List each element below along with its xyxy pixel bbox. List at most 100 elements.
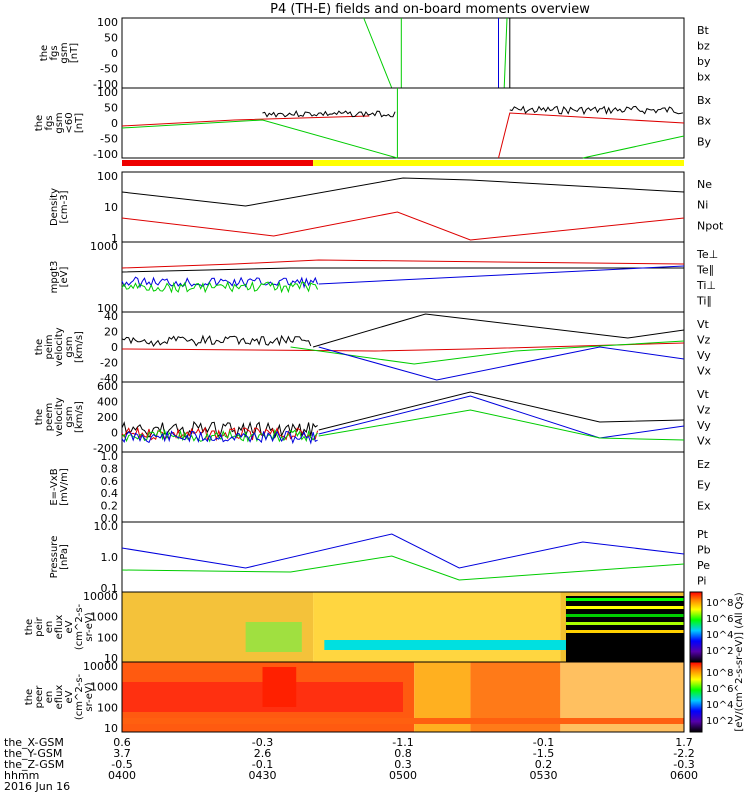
- y-tick-label: 100: [97, 16, 118, 29]
- legend-Pb: Pb: [697, 544, 711, 557]
- y-tick-label: -200: [93, 442, 118, 455]
- y-tick-label: 10: [104, 722, 118, 735]
- y-tick-label: 0.2: [101, 500, 119, 513]
- trace-vt: [318, 391, 685, 431]
- panel-pressure: Pressure[nPa] 10.0 1.0 0.1 Pt Pb Pe Pi: [49, 520, 711, 595]
- trace-bt: [509, 105, 684, 116]
- y-tick-label: 10: [104, 652, 118, 665]
- y-tick-label: 20: [104, 326, 118, 339]
- ylabel-line: the: [34, 409, 45, 425]
- legend-Ni: Ni: [697, 199, 708, 212]
- colorbar-tick: 10^4: [706, 700, 733, 711]
- colorbar-tick: 10^2: [706, 646, 733, 657]
- trace-by: [363, 17, 393, 89]
- heatmap-band: [565, 596, 684, 662]
- heatmap-block: [313, 592, 561, 662]
- ylabel-line: en: [44, 691, 55, 704]
- x-row-label: hhmm: [4, 769, 39, 782]
- ylabel-line: [nPa]: [59, 544, 70, 570]
- y-tick-label: 100: [97, 86, 118, 99]
- x-tick-value: -1.1: [392, 736, 413, 749]
- heatmap-stripe: [565, 606, 684, 609]
- colorbar-label: [eV/(cm^2-s-sr-eV)] (All Qs): [734, 592, 745, 731]
- trace-pi: [121, 533, 685, 569]
- figure-title: P4 (TH-E) fields and on-board moments ov…: [270, 2, 590, 17]
- panel-frame: [121, 241, 685, 313]
- panel-ylabel: E=-VxB[mV/m]: [49, 468, 70, 506]
- trace-ti-par: [121, 280, 319, 294]
- y-tick-label: 50: [104, 32, 118, 45]
- legend-Bt: Bt: [697, 24, 710, 37]
- ylabel-line: eflux: [54, 685, 65, 710]
- x-tick-value: -1.5: [533, 747, 554, 760]
- ylabel-line: peem: [44, 403, 55, 431]
- trace-by: [121, 119, 398, 159]
- panel-efield: E=-VxB[mV/m] 1.00.80.60.40.20.0 Ez Ey Ex: [49, 450, 711, 525]
- y-tick-label: 0: [111, 117, 118, 130]
- panel-frame: [121, 661, 685, 733]
- legend-Bx: Bx: [697, 94, 712, 107]
- ylabel-line: sr-eV): [84, 612, 95, 641]
- ylabel-line: velocity: [54, 397, 65, 436]
- panel-peem: thepeemvelocitygsm[km/s] 600 400 200 0 -200 Vt…: [34, 380, 712, 455]
- trace-vx: [318, 395, 685, 439]
- ylabel-line: the: [34, 339, 45, 355]
- ylabel-line: [km/s]: [74, 331, 85, 363]
- colorbar-tick: 10^2: [706, 716, 733, 727]
- x-tick-value: -2.2: [673, 747, 694, 760]
- y-tick-label: 0.1: [101, 582, 119, 595]
- y-tick-label: 100: [97, 302, 118, 315]
- colorbar-tick: 10^4: [706, 630, 733, 641]
- trace-vt: [312, 313, 685, 348]
- panel-ylabel: thepeerenefluxeV(cm^2-s-sr-eV): [24, 673, 95, 720]
- colorbar-peir: [689, 591, 703, 663]
- legend-Ex: Ex: [697, 499, 711, 512]
- y-tick-label: 1000: [90, 240, 118, 253]
- panel-frame: [121, 521, 685, 593]
- trace-te-par: [121, 267, 684, 273]
- panel-frame: [121, 171, 685, 243]
- panel-fgs: thefgsgsm[nT] 100 50 0 -50 -100 Bt bz by bx: [39, 16, 711, 91]
- heatmap-band: [245, 622, 302, 652]
- legend-bz: bz: [697, 40, 710, 53]
- trace-te-perp: [121, 259, 685, 269]
- ylabel-line: en: [44, 621, 55, 634]
- legend-Ey: Ey: [697, 479, 711, 492]
- panel-peim: thepeimvelocitygsm[km/s] 40 20 0 -20 -40 Vt Vz V…: [34, 310, 712, 385]
- trace-vx: [318, 346, 685, 381]
- y-tick-label: 10: [104, 201, 118, 214]
- panels-group: thefgsgsm[nT]100500-50-100Btbzbybxthefgs…: [24, 16, 724, 735]
- x-tick-value: 0500: [389, 769, 417, 782]
- panel-ylabel: thefgsgsm[nT]: [39, 42, 80, 63]
- x-tick-value: -0.3: [252, 736, 273, 749]
- ylabel-line: <60: [64, 112, 75, 133]
- y-tick-label: 1.0: [101, 551, 119, 564]
- legend-Pt: Pt: [697, 528, 709, 541]
- ylabel-line: the: [24, 689, 35, 705]
- trace-bx: [121, 115, 370, 127]
- y-tick-label: 400: [97, 396, 118, 409]
- heatmap-stripe: [565, 622, 684, 625]
- legend-Ti⊥: Ti⊥: [696, 279, 716, 292]
- y-tick-label: 600: [97, 380, 118, 393]
- y-tick-label: -20: [100, 357, 118, 370]
- ylabel-line: gsm: [64, 336, 75, 357]
- y-tick-label: -50: [100, 133, 118, 146]
- y-tick-label: -100: [93, 148, 118, 161]
- trace-ti-perp: [121, 276, 319, 289]
- panel-ylabel: thepeimvelocitygsm[km/s]: [34, 327, 85, 366]
- ylabel-line: fgs: [44, 115, 55, 130]
- heatmap-band: [324, 640, 566, 650]
- legend-Ez: Ez: [697, 458, 710, 471]
- status-bar-red: [122, 160, 314, 166]
- panel-ylabel: Pressure[nPa]: [49, 536, 70, 579]
- y-tick-label: -50: [100, 63, 118, 76]
- trace-vt: [121, 334, 312, 347]
- ylabel-line: eV: [64, 620, 75, 633]
- legend-Pi: Pi: [697, 575, 706, 588]
- trace-vy: [121, 428, 318, 443]
- y-tick-label: 0: [111, 47, 118, 60]
- colorbar-tick: 10^8: [706, 668, 733, 679]
- panel-frame: [121, 381, 685, 453]
